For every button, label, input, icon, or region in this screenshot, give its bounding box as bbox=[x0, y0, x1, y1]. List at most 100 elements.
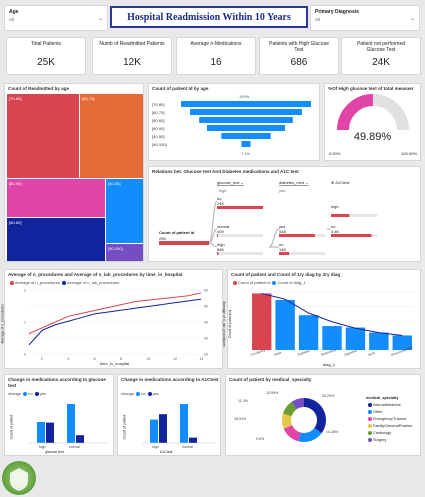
category-label: Diabetes bbox=[297, 349, 311, 357]
bars2-ylabel: Count of patient bbox=[122, 414, 127, 440]
legend-item[interactable]: Surgery bbox=[366, 437, 412, 444]
decomp-node[interactable]: high... bbox=[331, 204, 377, 214]
decomp-node-track bbox=[217, 252, 263, 255]
legend-label: yes bbox=[39, 391, 46, 396]
tick-label: 6 bbox=[94, 357, 96, 361]
decomp-node[interactable]: no 148 bbox=[279, 242, 325, 252]
node-value: 409 bbox=[217, 229, 224, 234]
line-title: Average of n_procedures and Average of n… bbox=[8, 272, 183, 277]
age-slicer-value: All bbox=[9, 17, 15, 22]
funnel-bar bbox=[199, 117, 293, 123]
node-value: 4.4K bbox=[331, 229, 340, 234]
legend-dot-icon bbox=[368, 424, 372, 428]
tick-label: 60 bbox=[204, 289, 208, 293]
decomp-title: Relations bet. Glucose test And Diabetes… bbox=[152, 169, 299, 174]
legend-label: Average of n_lab_procedures bbox=[66, 280, 120, 285]
funnel-visual[interactable]: Count of patient Id by age 100% [70-80][… bbox=[148, 83, 320, 161]
legend-item[interactable]: Other bbox=[366, 409, 412, 416]
decomp-node-bar bbox=[331, 234, 372, 237]
line-ylabel-left: Average of n_procedures bbox=[0, 304, 5, 344]
chevron-down-icon[interactable]: ⌄ bbox=[409, 16, 415, 22]
kpi-value: 12K bbox=[123, 57, 141, 68]
legend-dot-icon bbox=[23, 391, 28, 396]
legend-dot-icon bbox=[368, 431, 372, 435]
legend-item[interactable]: Cardiology bbox=[366, 430, 412, 437]
node-value: 148 bbox=[279, 247, 286, 252]
gauge-title: %Of High glucose test of total measuer bbox=[328, 86, 414, 91]
bars1-xlabel: glucose test bbox=[45, 450, 64, 454]
legend-label: Cardiology bbox=[373, 431, 392, 435]
treemap-tile[interactable]: [50-60] bbox=[7, 218, 105, 261]
funnel-top-pct: 100% bbox=[239, 94, 250, 99]
funnel-bar bbox=[221, 133, 271, 139]
treemap-tile[interactable]: [40-50] bbox=[106, 179, 143, 243]
tick-label: 14 bbox=[200, 357, 204, 361]
treemap-visual[interactable]: Count of Readmitted by age [70-80] [60-7… bbox=[4, 83, 144, 262]
treemap-title: Count of Readmitted by age bbox=[8, 86, 69, 91]
donut-label: 11.3% bbox=[238, 399, 249, 403]
age-slicer[interactable]: Age All ⌄ bbox=[4, 5, 108, 31]
legend-label: yes bbox=[152, 391, 159, 396]
legend-item[interactable]: InternalMedicine bbox=[366, 402, 412, 409]
col-head-glucose-test[interactable]: glucose_test ⌄ bbox=[217, 180, 244, 186]
pareto-chart-visual[interactable]: Count of patient and Count of 1ry diag b… bbox=[227, 269, 421, 369]
kpi-readmitted: Numb of Readmitted Patients 12K bbox=[92, 37, 172, 75]
decomp-links bbox=[159, 200, 377, 255]
decomp-node[interactable]: no 4.4K bbox=[331, 224, 377, 234]
col-head-label: diabetes_med bbox=[279, 180, 305, 185]
legend-title: change bbox=[121, 391, 135, 396]
decomposition-tree[interactable]: Relations bet. Glucose test And Diabetes… bbox=[148, 166, 421, 262]
donut-slice bbox=[282, 401, 297, 417]
decomp-node[interactable]: yes 538 bbox=[279, 224, 325, 234]
col-head-a1c[interactable]: ⊕ A1Ctest bbox=[331, 180, 350, 185]
kpi-high-glucose: Patients with High Glucose Test 686 bbox=[259, 37, 339, 75]
legend-dot-icon bbox=[368, 410, 372, 414]
donut-visual[interactable]: Count of patient by medical_specialty 35… bbox=[225, 374, 421, 456]
funnel-label: [50-60] bbox=[152, 118, 164, 123]
legend-dot-icon bbox=[10, 280, 14, 285]
gauge-max: 100.00% bbox=[401, 151, 417, 156]
kpi-value: 25K bbox=[37, 57, 55, 68]
decomp-root-value: 25K bbox=[159, 236, 167, 241]
pareto-bar bbox=[345, 327, 366, 350]
legend-dot-icon bbox=[272, 280, 277, 285]
decomp-node[interactable]: normal 409 bbox=[217, 224, 263, 234]
tick-label: 40 bbox=[204, 321, 208, 325]
decomp-link bbox=[208, 200, 218, 244]
node-value: 686 bbox=[217, 247, 224, 252]
legend-label: no bbox=[141, 391, 146, 396]
tick-label: 12 bbox=[173, 357, 177, 361]
funnel-bottom-pct: 7.1% bbox=[241, 151, 251, 156]
node-value: 24K bbox=[217, 201, 225, 206]
pareto-legend: Count of patient id Count of diag_1 bbox=[231, 280, 306, 285]
legend-dot-icon bbox=[368, 403, 372, 407]
treemap-tile[interactable]: [70-80] bbox=[7, 94, 79, 178]
legend-item[interactable]: Family/GeneralPractice bbox=[366, 423, 412, 430]
treemap-tile[interactable]: [90-100] bbox=[106, 244, 143, 261]
glucose-change-visual[interactable]: Change in medications according to gluco… bbox=[4, 374, 114, 456]
funnel-bar bbox=[207, 125, 285, 131]
primary-diagnosis-slicer[interactable]: Primary Diagnosis All ⌄ bbox=[310, 5, 420, 31]
decomp-node[interactable]: high 686 bbox=[217, 242, 263, 252]
decomp-node[interactable]: no 24K bbox=[217, 196, 263, 206]
gauge-chart bbox=[337, 94, 409, 131]
a1c-change-visual[interactable]: Change in medications according to A1Cte… bbox=[117, 374, 221, 456]
tile-label: [60-70] bbox=[82, 96, 95, 101]
legend-label: InternalMedicine bbox=[373, 403, 401, 407]
treemap-tile[interactable]: [80-90] bbox=[7, 179, 105, 217]
treemap-tile[interactable]: [60-70] bbox=[80, 94, 143, 178]
legend-item[interactable]: Emergency/Trauma bbox=[366, 416, 412, 423]
donut-legend: medical_specialty InternalMedicine Other E… bbox=[366, 395, 412, 444]
donut-slice bbox=[304, 398, 326, 434]
legend-label: Average of n_procedures bbox=[15, 280, 60, 285]
funnel-label: [60-70] bbox=[152, 110, 164, 115]
decomp-root-label: Count of patient id bbox=[159, 230, 195, 235]
line-chart-visual[interactable]: Average of n_procedures and Average of n… bbox=[0, 269, 226, 369]
col-head-diabetes-med[interactable]: diabetes_med ⌄ bbox=[279, 180, 309, 186]
decomp-node-bar bbox=[331, 214, 350, 217]
donut-slice bbox=[283, 425, 301, 442]
gauge-min: 0.00% bbox=[329, 151, 341, 156]
gauge-value: 49.89% bbox=[353, 131, 392, 143]
gauge-visual[interactable]: %Of High glucose test of total measuer 4… bbox=[324, 83, 421, 161]
chevron-down-icon[interactable]: ⌄ bbox=[97, 16, 103, 22]
